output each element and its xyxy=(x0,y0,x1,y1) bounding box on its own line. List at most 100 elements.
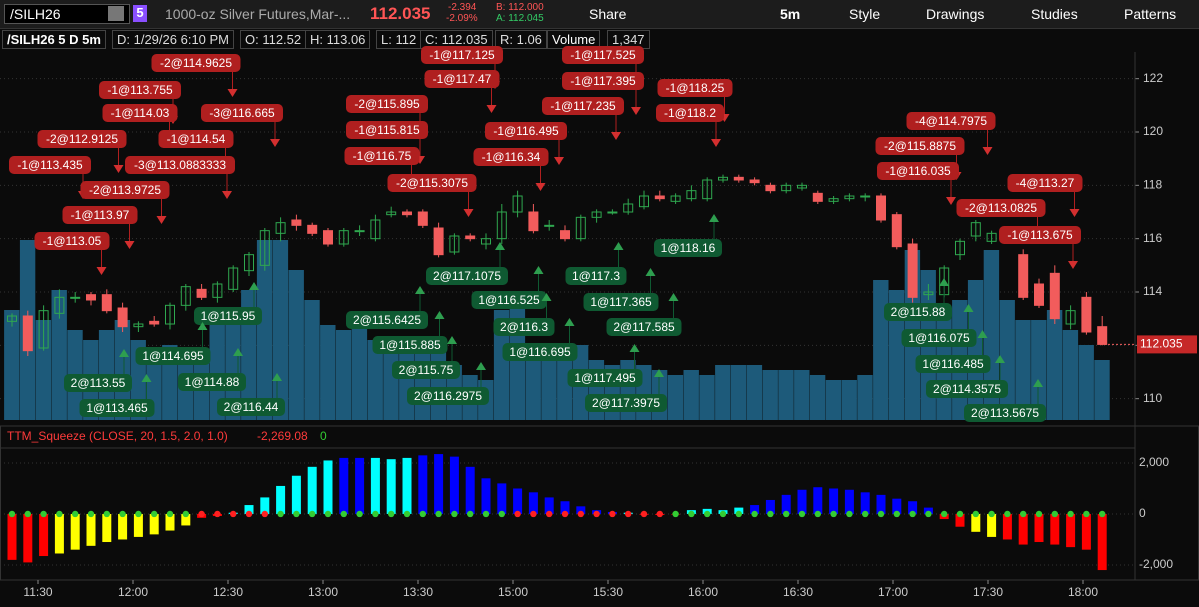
trade-arrow xyxy=(631,107,641,115)
candle-body xyxy=(101,294,112,312)
histogram-bar xyxy=(1050,513,1060,545)
trade-label: -2@113.9725 xyxy=(89,183,161,197)
trade-badge xyxy=(473,148,549,166)
candle-body xyxy=(718,176,728,181)
trade-label: 2@116.2975 xyxy=(414,389,482,403)
squeeze-dot xyxy=(498,510,505,518)
trade-badge xyxy=(9,156,91,174)
trade-badge xyxy=(201,104,283,122)
trade-arrow xyxy=(977,330,988,338)
squeeze-dot xyxy=(941,510,948,518)
link-badge[interactable]: 5 xyxy=(133,5,147,22)
trade-arrow xyxy=(222,191,232,199)
trade-badge xyxy=(875,137,965,155)
y-tick-label: 0 xyxy=(1139,506,1146,520)
volume-bar xyxy=(304,300,320,420)
candle-body xyxy=(307,224,318,234)
histogram-bar xyxy=(734,507,744,514)
squeeze-dot xyxy=(561,510,569,518)
y-tick-label: 114 xyxy=(1143,284,1162,298)
squeeze-dot xyxy=(372,510,379,518)
histogram-bar xyxy=(133,513,143,537)
squeeze-dot xyxy=(324,510,332,518)
trade-badge xyxy=(344,147,420,165)
candle-body xyxy=(1081,296,1092,333)
buys-trade: 1@116.075 xyxy=(901,304,977,347)
share-button[interactable]: Share xyxy=(589,6,627,22)
histogram-bar xyxy=(1081,513,1091,550)
buys-trade: 1@117.495 xyxy=(567,344,643,387)
trade-label: 1@114.695 xyxy=(142,349,204,363)
histogram-bar xyxy=(86,513,96,546)
trade-label: 2@116.3 xyxy=(500,320,548,334)
histogram-bar xyxy=(718,510,728,514)
buys-trade: 2@115.88 xyxy=(884,278,952,321)
histogram-bar xyxy=(102,513,112,543)
buys-trade: 1@114.695 xyxy=(135,322,211,365)
buys-trade: 2@113.5675 xyxy=(964,379,1046,422)
candle-body xyxy=(876,195,886,221)
trade-arrow xyxy=(415,286,425,294)
squeeze-dot xyxy=(277,510,284,518)
sells-trade: -1@113.435 xyxy=(9,156,91,199)
drawings-button[interactable]: Drawings xyxy=(926,6,985,22)
buys-trade: 2@117.1075 xyxy=(426,242,508,285)
studies-button[interactable]: Studies xyxy=(1031,6,1078,22)
squeeze-dot xyxy=(388,510,395,518)
sells-trade: -1@114.54 xyxy=(158,130,234,173)
volume-bar xyxy=(1046,310,1063,420)
sells-trade: -1@116.495 xyxy=(485,122,567,165)
volume-bar xyxy=(146,350,162,420)
volume-bar xyxy=(256,240,273,420)
buys-trade: 1@116.525 xyxy=(471,266,547,309)
candle-body xyxy=(639,195,649,208)
buys-trade: 1@117.3 xyxy=(565,242,627,285)
trade-label: 2@115.88 xyxy=(891,305,946,319)
trade-arrow xyxy=(406,182,417,190)
style-button[interactable]: Style xyxy=(849,6,881,22)
buys-trade: 2@117.585 xyxy=(606,293,682,336)
volume-bar xyxy=(904,250,921,420)
histogram-bar xyxy=(560,501,570,514)
symbol-box[interactable] xyxy=(4,4,130,24)
squeeze-dot xyxy=(56,510,63,518)
y-tick-label: 122 xyxy=(1143,71,1163,85)
volume-bar xyxy=(794,370,810,420)
buys-trade: 1@117.365 xyxy=(583,268,659,311)
patterns-button[interactable]: Patterns xyxy=(1124,6,1177,22)
buys-trade: 1@114.88 xyxy=(178,348,246,391)
trade-badge xyxy=(346,121,428,139)
x-tick-label: 17:30 xyxy=(973,585,1003,599)
trade-label: -2@115.895 xyxy=(354,97,420,111)
x-tick-label: 15:30 xyxy=(593,585,623,599)
candle-body xyxy=(512,195,523,213)
sells-trade: -1@117.47 xyxy=(424,70,500,113)
symbol[interactable]: /SILH26 xyxy=(10,6,61,22)
trade-label: -2@115.3075 xyxy=(396,176,468,190)
sells-trade: -1@113.755 xyxy=(99,81,181,124)
trade-arrow xyxy=(939,278,949,286)
volume-bar xyxy=(130,340,146,420)
squeeze-dot xyxy=(972,510,979,518)
volume-bar xyxy=(35,320,52,420)
y-tick-label: 2,000 xyxy=(1139,455,1169,469)
histogram-bar xyxy=(386,459,396,514)
trade-arrow xyxy=(415,156,425,164)
buys-trade: 2@116.44 xyxy=(217,373,285,416)
sells-trade: -1@115.815 xyxy=(346,121,428,164)
trade-arrow xyxy=(141,374,152,382)
candle-body xyxy=(417,211,428,226)
symbol-dropdown[interactable] xyxy=(108,6,124,21)
volume-bar xyxy=(19,240,36,420)
trade-label: -1@117.395 xyxy=(570,74,636,88)
candle-body xyxy=(1018,254,1029,298)
trade-badge xyxy=(926,380,1008,398)
volume-bar xyxy=(841,380,857,420)
trade-arrow xyxy=(463,209,474,217)
interval-button[interactable]: 5m xyxy=(780,6,801,22)
trade-badge xyxy=(1007,174,1083,192)
trade-badge xyxy=(158,130,234,148)
histogram-bar xyxy=(1034,513,1044,543)
candle-body xyxy=(323,230,333,245)
